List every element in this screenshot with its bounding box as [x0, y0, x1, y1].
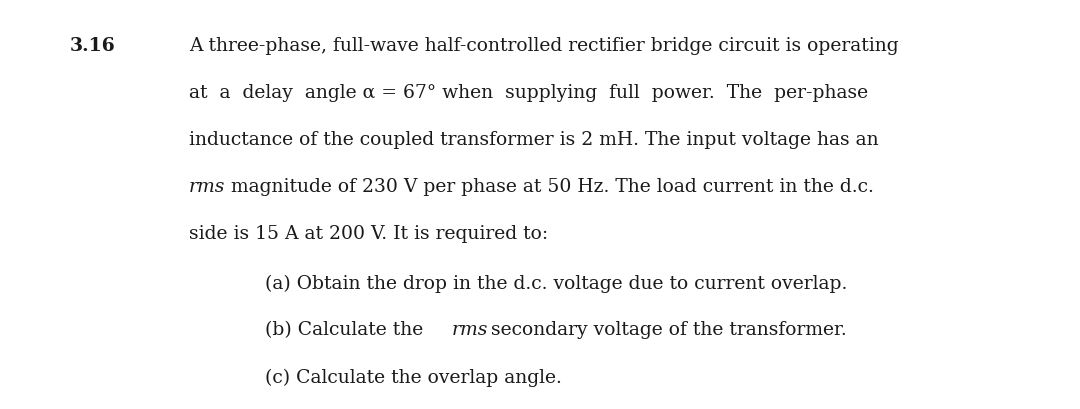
Text: inductance of the coupled transformer is 2 mH. The input voltage has an: inductance of the coupled transformer is… — [189, 131, 879, 149]
Text: secondary voltage of the transformer.: secondary voltage of the transformer. — [485, 321, 847, 339]
Text: (c) Calculate the overlap angle.: (c) Calculate the overlap angle. — [265, 369, 562, 387]
Text: rms: rms — [189, 178, 226, 196]
Text: side is 15 A at 200 V. It is required to:: side is 15 A at 200 V. It is required to… — [189, 225, 549, 243]
Text: 3.16: 3.16 — [70, 37, 116, 55]
Text: (a) Obtain the drop in the d.c. voltage due to current overlap.: (a) Obtain the drop in the d.c. voltage … — [265, 274, 847, 292]
Text: A three-phase, full-wave half-controlled rectifier bridge circuit is operating: A three-phase, full-wave half-controlled… — [189, 37, 899, 55]
Text: magnitude of 230 V per phase at 50 Hz. The load current in the d.c.: magnitude of 230 V per phase at 50 Hz. T… — [225, 178, 874, 196]
Text: (b) Calculate the: (b) Calculate the — [265, 321, 429, 339]
Text: at  a  delay  angle α = 67° when  supplying  full  power.  The  per-phase: at a delay angle α = 67° when supplying … — [189, 84, 868, 102]
Text: rms: rms — [451, 321, 488, 339]
